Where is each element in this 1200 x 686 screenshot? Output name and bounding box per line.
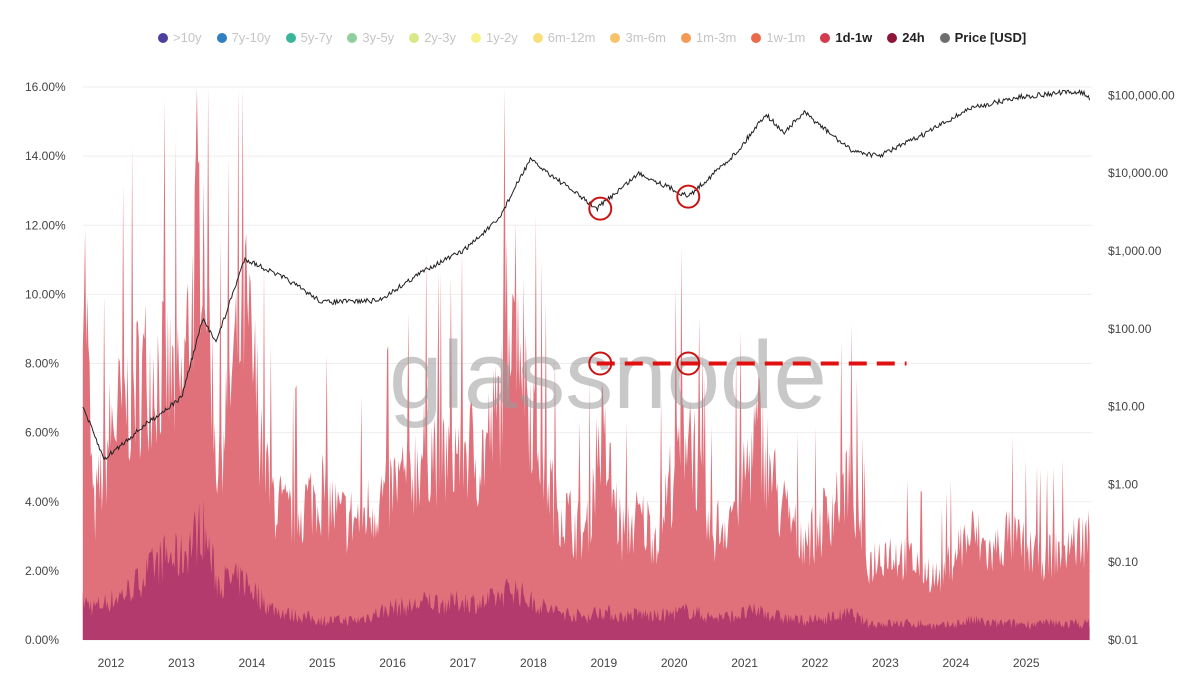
y-right-tick-label: $1,000.00: [1108, 244, 1162, 258]
chart-legend: >10y 7y-10y 5y-7y 3y-5y 2y-3y 1y-2y 6m-12m 3m-6…: [158, 30, 1041, 45]
legend-dot-icon: [751, 32, 762, 43]
legend-dot-icon: [347, 32, 358, 43]
y-left-tick-label: 14.00%: [25, 149, 66, 163]
x-tick-label: 2016: [379, 656, 406, 670]
legend-label: 1w-1m: [766, 30, 806, 45]
x-tick-label: 2023: [872, 656, 899, 670]
legend-item-1m-3m[interactable]: 1m-3m: [680, 30, 737, 45]
y-right-tick-label: $0.01: [1108, 633, 1138, 647]
legend-item-1w-1m[interactable]: 1w-1m: [751, 30, 805, 45]
legend-dot-icon: [939, 32, 950, 43]
legend-dot-icon: [470, 32, 481, 43]
x-tick-label: 2024: [942, 656, 969, 670]
legend-label: 24h: [902, 30, 925, 45]
legend-label: 2y-3y: [424, 30, 456, 45]
legend-label: 1m-3m: [695, 30, 737, 45]
legend-item-1y-2y[interactable]: 1y-2y: [470, 30, 518, 45]
legend-label: 6m-12m: [547, 30, 596, 45]
x-tick-label: 2022: [802, 656, 829, 670]
legend-item--10y[interactable]: >10y: [158, 30, 202, 45]
price-line: [82, 88, 1091, 461]
legend-label: 1d-1w: [835, 30, 873, 45]
legend-dot-icon: [680, 32, 691, 43]
annotation-circle: [676, 184, 701, 209]
legend-label: 3m-6m: [625, 30, 666, 45]
y-left-tick-label: 2.00%: [25, 564, 59, 578]
x-tick-label: 2015: [309, 656, 336, 670]
y-left-tick-label: 10.00%: [25, 287, 66, 301]
y-right-tick-label: $10.00: [1108, 400, 1145, 414]
legend-dot-icon: [820, 32, 831, 43]
x-tick-label: 2025: [1013, 656, 1040, 670]
legend-item-3y-5y[interactable]: 3y-5y: [347, 30, 394, 45]
x-tick-label: 2017: [450, 656, 477, 670]
legend-item-5y-7y[interactable]: 5y-7y: [285, 30, 333, 45]
y-left-tick-label: 0.00%: [25, 633, 59, 647]
annotation-circle: [588, 351, 613, 376]
legend-dot-icon: [158, 32, 168, 43]
legend-item-6m-12m[interactable]: 6m-12m: [532, 30, 596, 45]
legend-dot-icon: [409, 32, 420, 43]
watermark-logo: glassnode: [389, 322, 827, 429]
y-left-tick-label: 16.00%: [25, 80, 66, 94]
x-tick-label: 2019: [590, 656, 617, 670]
legend-label: 3y-5y: [362, 30, 395, 45]
legend-dot-icon: [610, 32, 621, 43]
legend-item-1d-1w[interactable]: 1d-1w: [820, 30, 872, 45]
y-right-tick-label: $1.00: [1108, 477, 1138, 491]
legend-item-price-usd-[interactable]: Price [USD]: [939, 30, 1027, 45]
x-tick-label: 2013: [168, 656, 195, 670]
legend-item-3m-6m[interactable]: 3m-6m: [610, 30, 666, 45]
legend-dot-icon: [285, 32, 296, 43]
y-left-tick-label: 4.00%: [25, 495, 59, 509]
annotation-circle: [588, 196, 613, 221]
x-tick-label: 2021: [731, 656, 758, 670]
legend-label: 5y-7y: [300, 30, 333, 45]
legend-label: >10y: [173, 30, 202, 45]
x-tick-label: 2014: [238, 656, 265, 670]
legend-item-2y-3y[interactable]: 2y-3y: [409, 30, 456, 45]
y-right-tick-label: $10,000.00: [1108, 166, 1168, 180]
y-left-tick-label: 12.00%: [25, 218, 66, 232]
annotation-circle: [676, 351, 701, 376]
legend-label: 1y-2y: [485, 30, 518, 45]
x-tick-label: 2012: [98, 656, 125, 670]
legend-dot-icon: [887, 32, 898, 43]
legend-label: Price [USD]: [954, 30, 1027, 45]
y-right-tick-label: $100.00: [1108, 322, 1152, 336]
y-right-tick-label: $0.10: [1108, 555, 1138, 569]
x-tick-label: 2018: [520, 656, 547, 670]
area-24h: [82, 498, 1090, 640]
legend-dot-icon: [532, 32, 543, 43]
y-left-tick-label: 6.00%: [25, 426, 59, 440]
y-left-tick-label: 8.00%: [25, 357, 59, 371]
legend-item-24h[interactable]: 24h: [887, 30, 925, 45]
legend-label: 7y-10y: [231, 30, 271, 45]
y-right-tick-label: $100,000.00: [1108, 88, 1175, 102]
x-tick-label: 2020: [661, 656, 688, 670]
legend-dot-icon: [216, 32, 227, 43]
legend-item-7y-10y[interactable]: 7y-10y: [216, 30, 271, 45]
